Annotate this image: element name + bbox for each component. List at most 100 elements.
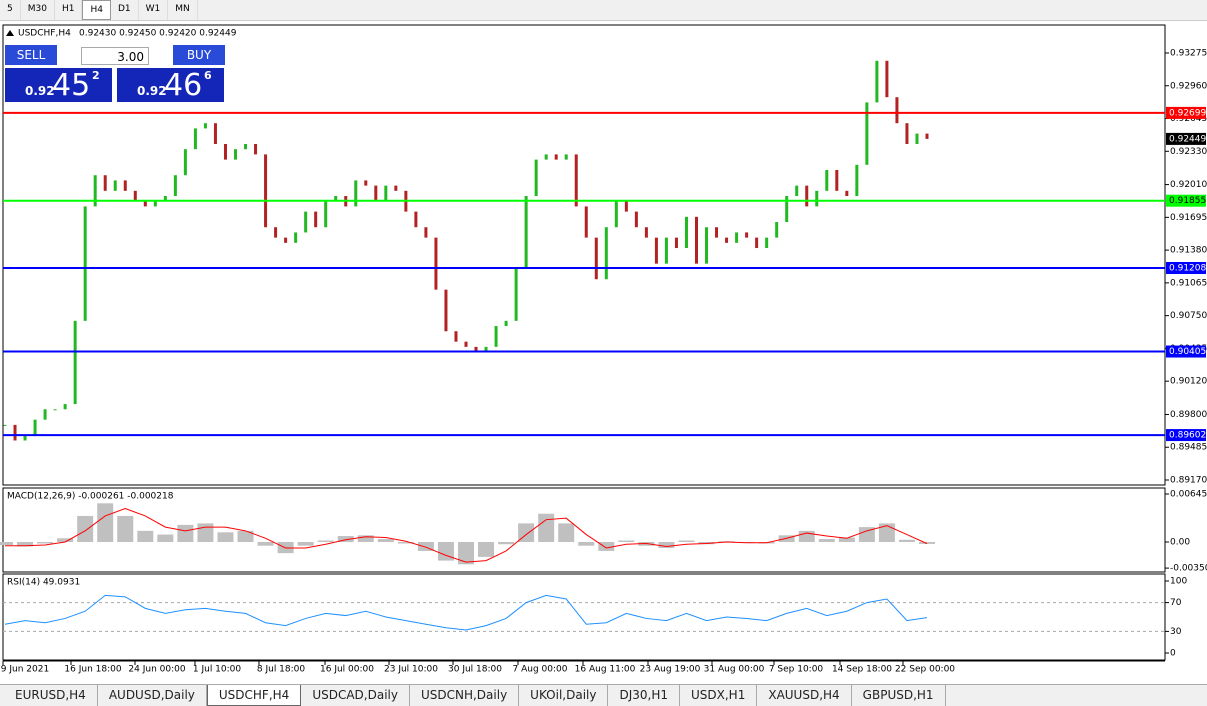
symbol-tab[interactable]: USDCNH,Daily — [410, 685, 520, 706]
level-label-box — [1166, 345, 1206, 358]
symbol-tab[interactable]: AUDUSD,Daily — [98, 685, 207, 706]
macd-bar — [818, 539, 835, 542]
x-tick-label: 1 Jul 10:00 — [193, 665, 242, 675]
candle — [424, 227, 428, 238]
x-tick-label: 23 Aug 19:00 — [640, 665, 701, 675]
candle — [815, 190, 819, 207]
timeframe-button[interactable]: H4 — [82, 0, 111, 20]
candle — [83, 206, 87, 321]
symbol-tab[interactable]: DJ30,H1 — [608, 685, 680, 706]
macd-bar — [297, 541, 314, 546]
candle — [73, 320, 77, 405]
candle — [614, 201, 618, 228]
candle — [314, 211, 318, 228]
x-tick-label: 31 Aug 00:00 — [704, 665, 765, 675]
candle — [23, 435, 27, 441]
macd-bar — [838, 537, 855, 542]
bid-big: 45 — [52, 68, 91, 103]
candle — [905, 123, 909, 145]
macd-bar — [0, 541, 13, 545]
candle — [203, 123, 207, 129]
y-tick-label: 0.90120 — [1170, 377, 1207, 387]
macd-bar — [357, 535, 374, 542]
y-tick-label: 0.92960 — [1170, 81, 1207, 91]
rsi-line — [4, 594, 928, 631]
macd-bar — [417, 541, 434, 551]
candle — [755, 237, 759, 249]
level-label-box — [1166, 429, 1206, 442]
candle — [594, 237, 598, 280]
macd-bar — [157, 534, 174, 542]
symbol-tab[interactable]: USDCAD,Daily — [301, 685, 410, 706]
candle — [845, 190, 849, 197]
candle — [554, 154, 558, 160]
timeframe-button[interactable]: H1 — [55, 0, 83, 20]
symbol-tab[interactable]: EURUSD,H4 — [4, 685, 98, 706]
candle — [143, 201, 147, 207]
macd-bar — [478, 541, 495, 557]
symbol-tab[interactable]: GBPUSD,H1 — [852, 685, 946, 706]
candle — [334, 196, 338, 202]
macd-bar — [458, 541, 474, 565]
candle — [715, 227, 719, 238]
candle — [835, 170, 839, 191]
symbol-tab[interactable]: XAUUSD,H4 — [757, 685, 852, 706]
level-label-box — [1166, 262, 1206, 275]
candle — [684, 216, 688, 249]
timeframe-button[interactable]: 5 — [0, 0, 21, 20]
candle — [213, 123, 217, 145]
ask-price[interactable]: 0.92 46 6 — [117, 68, 224, 103]
macd-bar — [217, 532, 234, 542]
candle — [113, 180, 117, 191]
candle — [584, 206, 588, 238]
candle — [765, 237, 769, 249]
timeframe-button[interactable]: MN — [168, 0, 198, 20]
macd-bar — [678, 540, 695, 542]
symbol-tab[interactable]: USDCHF,H4 — [206, 685, 302, 706]
candle — [855, 164, 859, 197]
candle — [284, 237, 288, 243]
macd-bar — [17, 541, 34, 547]
buy-button[interactable]: BUY — [173, 45, 225, 65]
candle — [244, 144, 248, 150]
candle — [364, 180, 368, 186]
macd-bar — [558, 523, 575, 542]
candle — [103, 175, 107, 191]
candle — [504, 320, 508, 327]
candle — [915, 133, 919, 145]
candle — [444, 289, 448, 332]
macd-bar — [337, 536, 354, 542]
candle — [574, 154, 578, 207]
macd-bar — [878, 523, 895, 542]
sell-button[interactable]: SELL — [5, 45, 57, 65]
x-tick-label: 8 Jul 18:00 — [257, 665, 306, 675]
candle — [885, 60, 889, 98]
macd-bar — [317, 540, 334, 542]
candle — [63, 404, 67, 410]
rsi-title: RSI(14) 49.0931 — [7, 578, 80, 588]
x-tick-label: 9 Jun 2021 — [1, 665, 49, 675]
candle — [304, 211, 308, 233]
candle — [564, 154, 568, 160]
timeframe-button[interactable]: D1 — [111, 0, 139, 20]
timeframe-toolbar: 5 M30 H1 H4 D1 W1 MN — [0, 0, 1207, 21]
candle — [654, 237, 658, 264]
timeframe-button[interactable]: W1 — [139, 0, 169, 20]
header-arrow — [6, 30, 14, 36]
candle — [254, 144, 258, 155]
timeframe-button[interactable]: M30 — [21, 0, 55, 20]
candle — [374, 185, 378, 202]
candle — [604, 227, 608, 280]
bid-small: 2 — [92, 69, 100, 82]
candle — [454, 331, 458, 342]
ask-small: 6 — [204, 69, 212, 82]
symbol-tab[interactable]: USDX,H1 — [680, 685, 758, 706]
symbol-tab[interactable]: UKOil,Daily — [519, 685, 609, 706]
candle — [33, 419, 37, 436]
bid-price[interactable]: 0.92 45 2 — [5, 68, 112, 103]
lots-input[interactable]: 3.00 — [81, 47, 149, 65]
y-tick-label: 0.89800 — [1170, 410, 1207, 420]
level-label-box — [1166, 194, 1206, 207]
candle — [234, 149, 237, 160]
candle — [875, 60, 879, 103]
